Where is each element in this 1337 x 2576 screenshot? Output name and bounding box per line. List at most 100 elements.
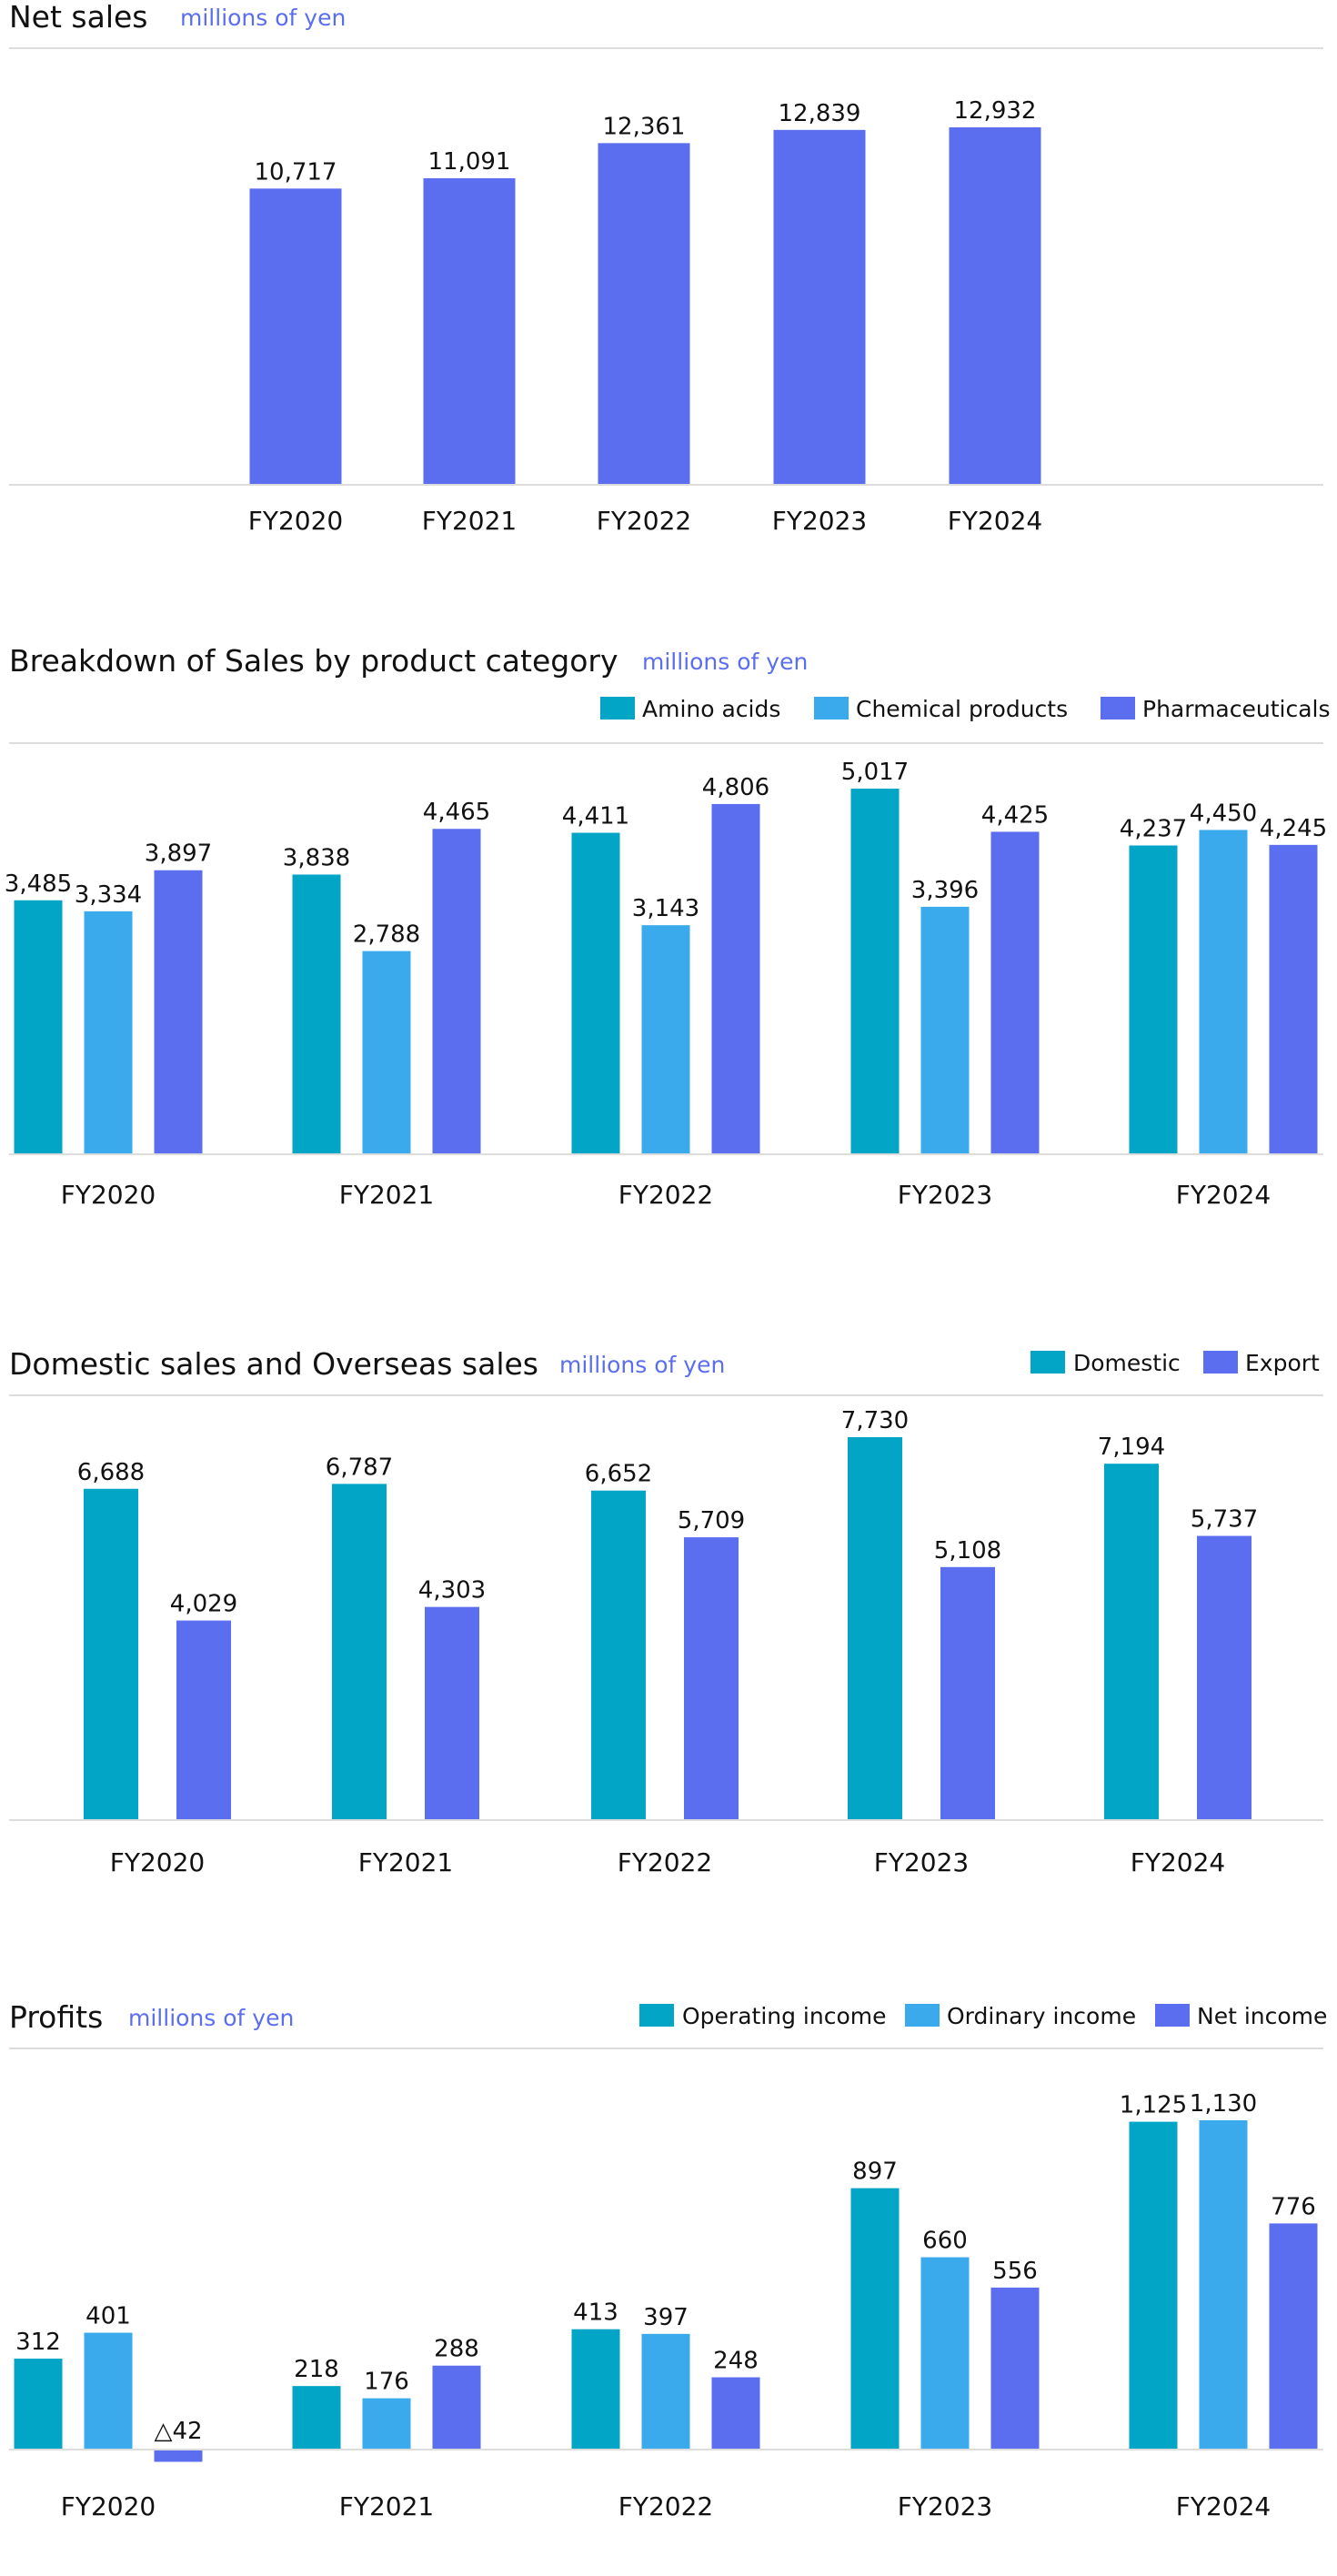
- bar: [1104, 1464, 1159, 1820]
- bar: [1270, 2223, 1318, 2450]
- data-label: 6,787: [326, 1454, 393, 1481]
- chart-title: Net sales: [9, 0, 148, 35]
- bar: [950, 127, 1041, 485]
- bar: [572, 833, 620, 1154]
- data-label: 7,194: [1098, 1434, 1165, 1461]
- data-label: 556: [992, 2258, 1038, 2285]
- data-label: 7,730: [841, 1407, 909, 1434]
- chart-unit: millions of yen: [180, 5, 346, 31]
- bar: [991, 2288, 1040, 2450]
- data-label: 4,245: [1260, 815, 1327, 842]
- data-label: 3,143: [632, 895, 699, 922]
- legend-swatch: [1155, 2004, 1190, 2027]
- bar: [363, 951, 411, 1154]
- data-label: 6,688: [77, 1459, 145, 1486]
- bar: [642, 2334, 690, 2450]
- category-label: FY2021: [358, 1847, 453, 1877]
- category-label: FY2024: [1176, 2491, 1271, 2521]
- bar: [848, 1437, 902, 1820]
- data-label: △42: [154, 2418, 202, 2445]
- data-label: 4,450: [1190, 800, 1257, 827]
- category-label: FY2021: [422, 506, 517, 536]
- legend-label: Ordinary income: [947, 2003, 1136, 2029]
- chart-unit: millions of yen: [128, 2005, 294, 2031]
- data-label: 776: [1271, 2193, 1316, 2220]
- data-label: 288: [434, 2336, 479, 2363]
- bar: [598, 143, 690, 485]
- legend-label: Net income: [1197, 2003, 1327, 2029]
- legend-label: Export: [1245, 1350, 1320, 1376]
- data-label: 312: [15, 2329, 61, 2356]
- chart-4: Profits millions of yen Operating income Or…: [9, 1999, 1327, 2521]
- charts-canvas: Net sales millions of yen10,717FY202011,0…: [0, 0, 1337, 2576]
- category-label: FY2020: [61, 2491, 156, 2521]
- bar: [424, 178, 516, 485]
- data-label: 1,125: [1120, 2092, 1187, 2119]
- category-label: FY2023: [898, 1180, 992, 1210]
- bar: [774, 130, 866, 485]
- bar: [155, 2450, 203, 2461]
- chart-3: Domestic sales and Overseas sales million…: [9, 1346, 1323, 1877]
- bar: [250, 188, 342, 485]
- category-label: FY2020: [110, 1847, 205, 1877]
- data-label: 3,485: [5, 870, 72, 898]
- data-label: 4,303: [418, 1577, 486, 1605]
- data-label: 5,737: [1191, 1506, 1258, 1534]
- data-label: 660: [922, 2228, 968, 2255]
- data-label: 218: [294, 2356, 339, 2383]
- data-label: 4,425: [981, 801, 1049, 829]
- chart-unit: millions of yen: [642, 649, 808, 675]
- data-label: 3,334: [75, 881, 142, 909]
- bar: [991, 831, 1040, 1154]
- data-label: 12,361: [603, 113, 686, 140]
- bar: [85, 2333, 133, 2450]
- data-label: 401: [85, 2303, 131, 2330]
- data-label: 397: [643, 2304, 689, 2331]
- chart-1: Net sales millions of yen 10,717 FY2020 11,0…: [9, 0, 1323, 536]
- data-label: 897: [852, 2158, 898, 2186]
- category-label: FY2024: [948, 506, 1042, 536]
- category-label: FY2023: [772, 506, 867, 536]
- legend-swatch: [905, 2004, 940, 2027]
- bar: [1200, 2120, 1248, 2450]
- data-label: 12,839: [779, 100, 861, 127]
- legend-label: Operating income: [682, 2003, 887, 2029]
- category-label: FY2022: [618, 2491, 713, 2521]
- bar: [433, 2366, 481, 2450]
- data-label: 5,017: [841, 759, 909, 786]
- data-label: 4,029: [170, 1591, 237, 1618]
- chart-2: Breakdown of Sales by product category mi…: [5, 643, 1331, 1210]
- data-label: 4,806: [702, 774, 769, 801]
- bar: [1130, 845, 1178, 1154]
- bar: [293, 2386, 341, 2450]
- data-label: 6,652: [585, 1461, 652, 1488]
- bar: [85, 911, 133, 1154]
- category-label: FY2022: [618, 1180, 713, 1210]
- category-label: FY2022: [597, 506, 691, 536]
- legend-swatch: [639, 2004, 674, 2027]
- data-label: 248: [713, 2348, 759, 2375]
- bar: [851, 789, 900, 1154]
- bar: [176, 1621, 231, 1820]
- bar: [712, 804, 760, 1154]
- data-label: 3,897: [145, 840, 212, 868]
- bar: [1270, 845, 1318, 1154]
- legend-swatch: [1101, 697, 1135, 719]
- chart-title: Profits: [9, 1999, 103, 2035]
- data-label: 413: [573, 2299, 618, 2327]
- category-label: FY2024: [1176, 1180, 1271, 1210]
- bar: [15, 2359, 63, 2450]
- data-label: 5,709: [678, 1507, 745, 1535]
- bar: [712, 2378, 760, 2450]
- bar: [642, 925, 690, 1154]
- bar: [84, 1489, 138, 1820]
- data-label: 3,396: [911, 877, 979, 904]
- chart-title: Domestic sales and Overseas sales: [9, 1346, 538, 1382]
- chart-unit: millions of yen: [559, 1352, 725, 1378]
- data-label: 10,717: [255, 158, 337, 186]
- bar: [940, 1567, 995, 1820]
- category-label: FY2020: [248, 506, 343, 536]
- category-label: FY2024: [1131, 1847, 1225, 1877]
- legend-label: Chemical products: [856, 696, 1068, 722]
- category-label: FY2022: [618, 1847, 712, 1877]
